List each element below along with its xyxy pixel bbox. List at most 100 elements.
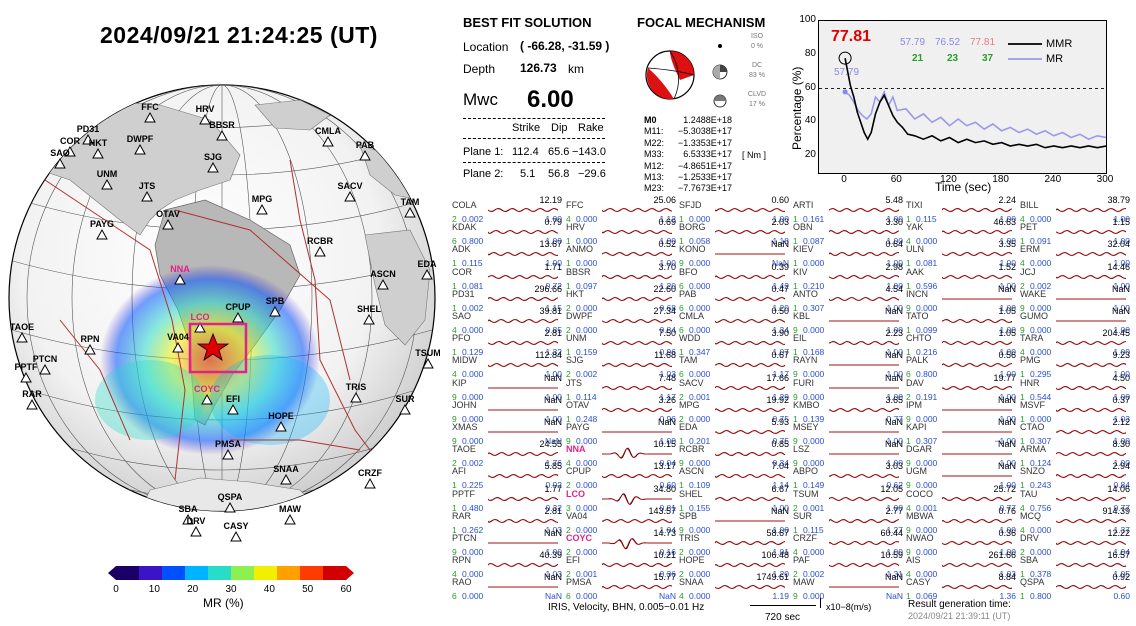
station-value-a: 0.000 [803,391,825,402]
mr-stat-value: 77.81 [970,37,996,48]
mr-legend-lines [1008,43,1042,60]
station-waveform [715,496,785,501]
station-weight: 1 [793,413,798,424]
station-value-b: 0.75 [772,413,789,424]
station-label: UNM [97,169,118,179]
synthetic-trace [488,474,558,479]
station-variance: 2.98 [885,261,903,272]
plane2-label: Plane 2: [463,168,504,180]
plate-boundaries [29,159,401,491]
station-name: SJG [566,355,584,366]
station-variance: 14.73 [653,528,676,538]
station-variance: 1.05 [998,328,1016,339]
station-label: LCO [191,312,210,322]
station-name: PAB [679,288,697,299]
station-triangle-icon [199,113,211,125]
station-value-a: 0.129 [462,347,484,358]
station-weight: 1 [679,347,684,358]
station-waveform [602,407,672,412]
station-cell: COCO 25.72 4 0.001 0.77 [906,484,1016,513]
station-triangle-icon [230,530,242,542]
synthetic-trace [602,319,672,323]
station-name: HOPE [679,555,705,566]
station-cell: PAYG NaN 9 0.000 1.00 [566,417,676,446]
station-name: SNAA [679,577,704,588]
station-name: KIV [793,266,808,277]
station-value-a: 0.115 [462,258,483,269]
mr-stat-value: 76.52 [935,37,961,48]
station-name: UNM [566,333,587,344]
depth-unit: km [568,62,584,76]
station-name: MCQ [1020,510,1041,521]
station-label: HRV [196,104,215,114]
station-weight: 2 [566,302,571,313]
station-cell: PET 1.15 1 0.091 1.00 [1020,217,1130,246]
station-cell: YAK 46.63 4 0.000 1.00 [906,217,1016,246]
station-waveform [829,496,899,501]
synthetic-trace [488,363,558,368]
station-weight: 6 [679,302,684,313]
iso-label: ISO [750,33,764,40]
station-value-b: 1.01 [772,547,789,557]
station-variance: NaN [997,283,1016,294]
colorbar-cell [277,566,301,580]
station-value-a: 0.002 [462,302,484,313]
station-triangle-icon [227,403,239,415]
beachball-compression-2 [646,68,674,100]
synthetic-trace [715,563,785,567]
station-weight: 2 [793,502,798,513]
synthetic-trace [942,252,1012,257]
station-variance: 7.04 [771,461,789,472]
station-variance: 3.03 [885,461,903,472]
station-name: ANMO [566,244,593,255]
station-label: TRIS [346,382,367,392]
station-value-a: 0.295 [1030,369,1052,380]
synthetic-trace [715,452,785,456]
station-waveform [942,208,1012,212]
station-label: FFC [141,102,159,112]
station-variance: 2.81 [544,328,562,339]
station-weight: 1 [566,347,571,358]
mr-xlabel: Time (sec) [935,180,992,194]
mmr-peak-marker [838,51,852,65]
station-value-a: 0.000 [1030,413,1052,424]
station-variance: NaN [884,306,903,316]
station-variance: 4.54 [885,283,903,294]
planes-divider-2 [463,138,605,139]
station-value-b: 1.17 [659,391,676,402]
station-variance: 3.65 [885,394,903,405]
station-value-b: 1.00 [999,391,1016,402]
station-waveform [715,474,785,479]
station-waveform [715,385,785,390]
station-triangle-icon [216,129,228,141]
station-name: IPM [906,399,923,410]
station-weight: 9 [906,547,911,557]
mr-stat-count: 21 [912,53,924,64]
station-waveform [1056,298,1126,300]
station-markers: FFC HRV PD31 BBSR CMLA COR HKT DWPF SAO SJG PAB UNM… [10,102,440,542]
station-cell: AIS 261.66 4 0.000 1.03 [906,550,1016,579]
clvd-label: CLVD [747,91,767,98]
synthetic-trace [602,208,672,212]
station-triangle-icon [92,147,104,159]
station-variance: 10.21 [653,550,676,561]
station-label: RPN [80,334,99,344]
station-name: ANTO [793,288,818,299]
station-value-b: 1.00 [1113,347,1130,358]
station-waveform [488,452,558,457]
station-waveform [602,385,672,390]
station-weight: 1 [793,280,798,291]
station-cell: MCQ 914.39 4 0.000 1.37 [1020,506,1130,535]
station-variance: 0.79 [544,217,562,228]
station-waveform [488,230,558,235]
synthetic-trace [1056,541,1126,545]
station-value-a: 0.248 [576,413,598,424]
synthetic-trace [602,563,672,567]
station-weight: 9 [679,524,684,535]
station-label: VA04 [167,332,189,342]
station-waveform [715,407,785,412]
station-weight: 9 [793,591,798,602]
station-label: SHEL [357,304,382,314]
station-value-b: 0.60 [1113,591,1130,602]
station-value-a: 0.000 [1030,347,1052,358]
